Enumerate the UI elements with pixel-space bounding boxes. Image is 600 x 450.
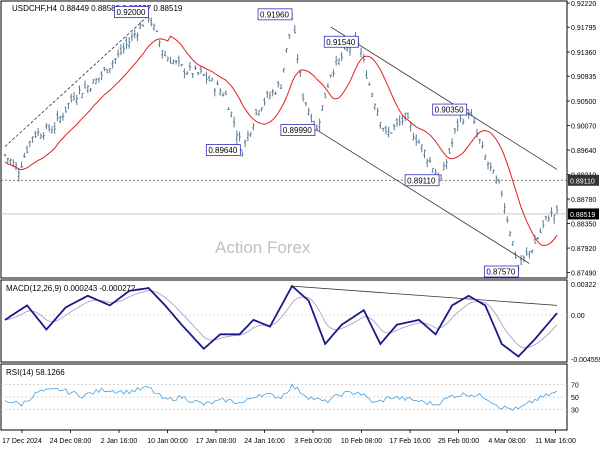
time-axis-label: 10 Feb 08:00: [341, 438, 382, 445]
rsi-axis-label: 50: [571, 395, 579, 402]
price-axis-label: 0.90500: [571, 99, 596, 106]
rsi-header: RSI(14) 58.1266: [6, 368, 65, 377]
annotation-box: [257, 8, 293, 21]
annotation-box: [432, 103, 468, 116]
annotation-label: 0.92000: [117, 8, 146, 17]
time-axis-label: 17 Feb 16:00: [389, 438, 430, 445]
price-axis-label: 0.91795: [571, 25, 596, 32]
annotation-label: 0.89990: [283, 126, 312, 135]
time-axis-label: 2 Jan 16:00: [101, 438, 138, 445]
last-price-badge-label: 0.88519: [570, 212, 595, 219]
level-badge-label: 0.89110: [570, 178, 595, 185]
annotation-box: [114, 6, 149, 18]
time-axis-label: 3 Feb 00:00: [294, 438, 331, 445]
annotation-label: 0.90350: [435, 106, 464, 115]
time-axis-label: 10 Jan 00:00: [147, 438, 188, 445]
price-axis-label: 0.88780: [571, 197, 596, 204]
last-price-badge: [568, 208, 599, 220]
price-axis-label: 0.89640: [571, 148, 596, 155]
price-axis-label: 0.92220: [571, 1, 596, 8]
annotation-box: [323, 35, 359, 48]
annotation-box: [483, 265, 519, 278]
annotation-label: 0.87570: [486, 268, 515, 277]
price-header-symbol: USDCHF,H4: [12, 4, 57, 13]
time-axis-label: 11 Mar 16:00: [535, 438, 576, 445]
annotation-box: [205, 144, 241, 156]
time-axis-label: 25 Feb 00:00: [438, 438, 479, 445]
price-axis-label: 0.87920: [571, 246, 596, 253]
time-axis-label: 24 Dec 08:00: [50, 438, 92, 445]
trendline: [330, 26, 558, 170]
rsi-line: [4, 383, 558, 411]
price-axis-label: 0.87490: [571, 271, 596, 278]
time-axis-label: 24 Jan 16:00: [244, 438, 285, 445]
time-axis-label: 17 Jan 08:00: [196, 438, 237, 445]
time-axis-label: 17 Dec 2024: [2, 438, 42, 445]
price-panel-frame: [0, 0, 568, 279]
time-axis-label: 4 Mar 08:00: [488, 438, 525, 445]
trendline: [316, 129, 530, 264]
level-badge: [568, 174, 599, 186]
moving-average-line: [4, 35, 558, 247]
annotation-label: 0.89110: [407, 176, 436, 185]
macd-axis-label: -0.004559: [571, 357, 600, 364]
annotation-box: [404, 174, 440, 187]
annotation-label: 0.91540: [326, 38, 355, 47]
macd-axis-label: 0.00322: [571, 282, 596, 289]
annotation-label: 0.89640: [208, 146, 237, 155]
price-axis-label: 0.88350: [571, 222, 596, 229]
rsi-axis-label: 30: [571, 407, 579, 414]
annotation-box: [280, 124, 316, 136]
price-axis-label: 0.90935: [571, 74, 596, 81]
trendline: [4, 15, 149, 147]
macd-axis-label: 0.00: [571, 313, 585, 320]
macd-divergence-line: [292, 285, 558, 306]
macd-line: [4, 284, 558, 358]
watermark: Action Forex: [215, 238, 311, 257]
price-axis-label: 0.90070: [571, 124, 596, 131]
macd-header: MACD(12,26,9) 0.000243 -0.000272: [6, 284, 136, 293]
annotation-label: 0.91960: [260, 10, 289, 19]
macd-panel-frame: [0, 279, 568, 363]
price-axis-label: 0.91360: [571, 50, 596, 57]
rsi-axis-label: 70: [571, 383, 579, 390]
